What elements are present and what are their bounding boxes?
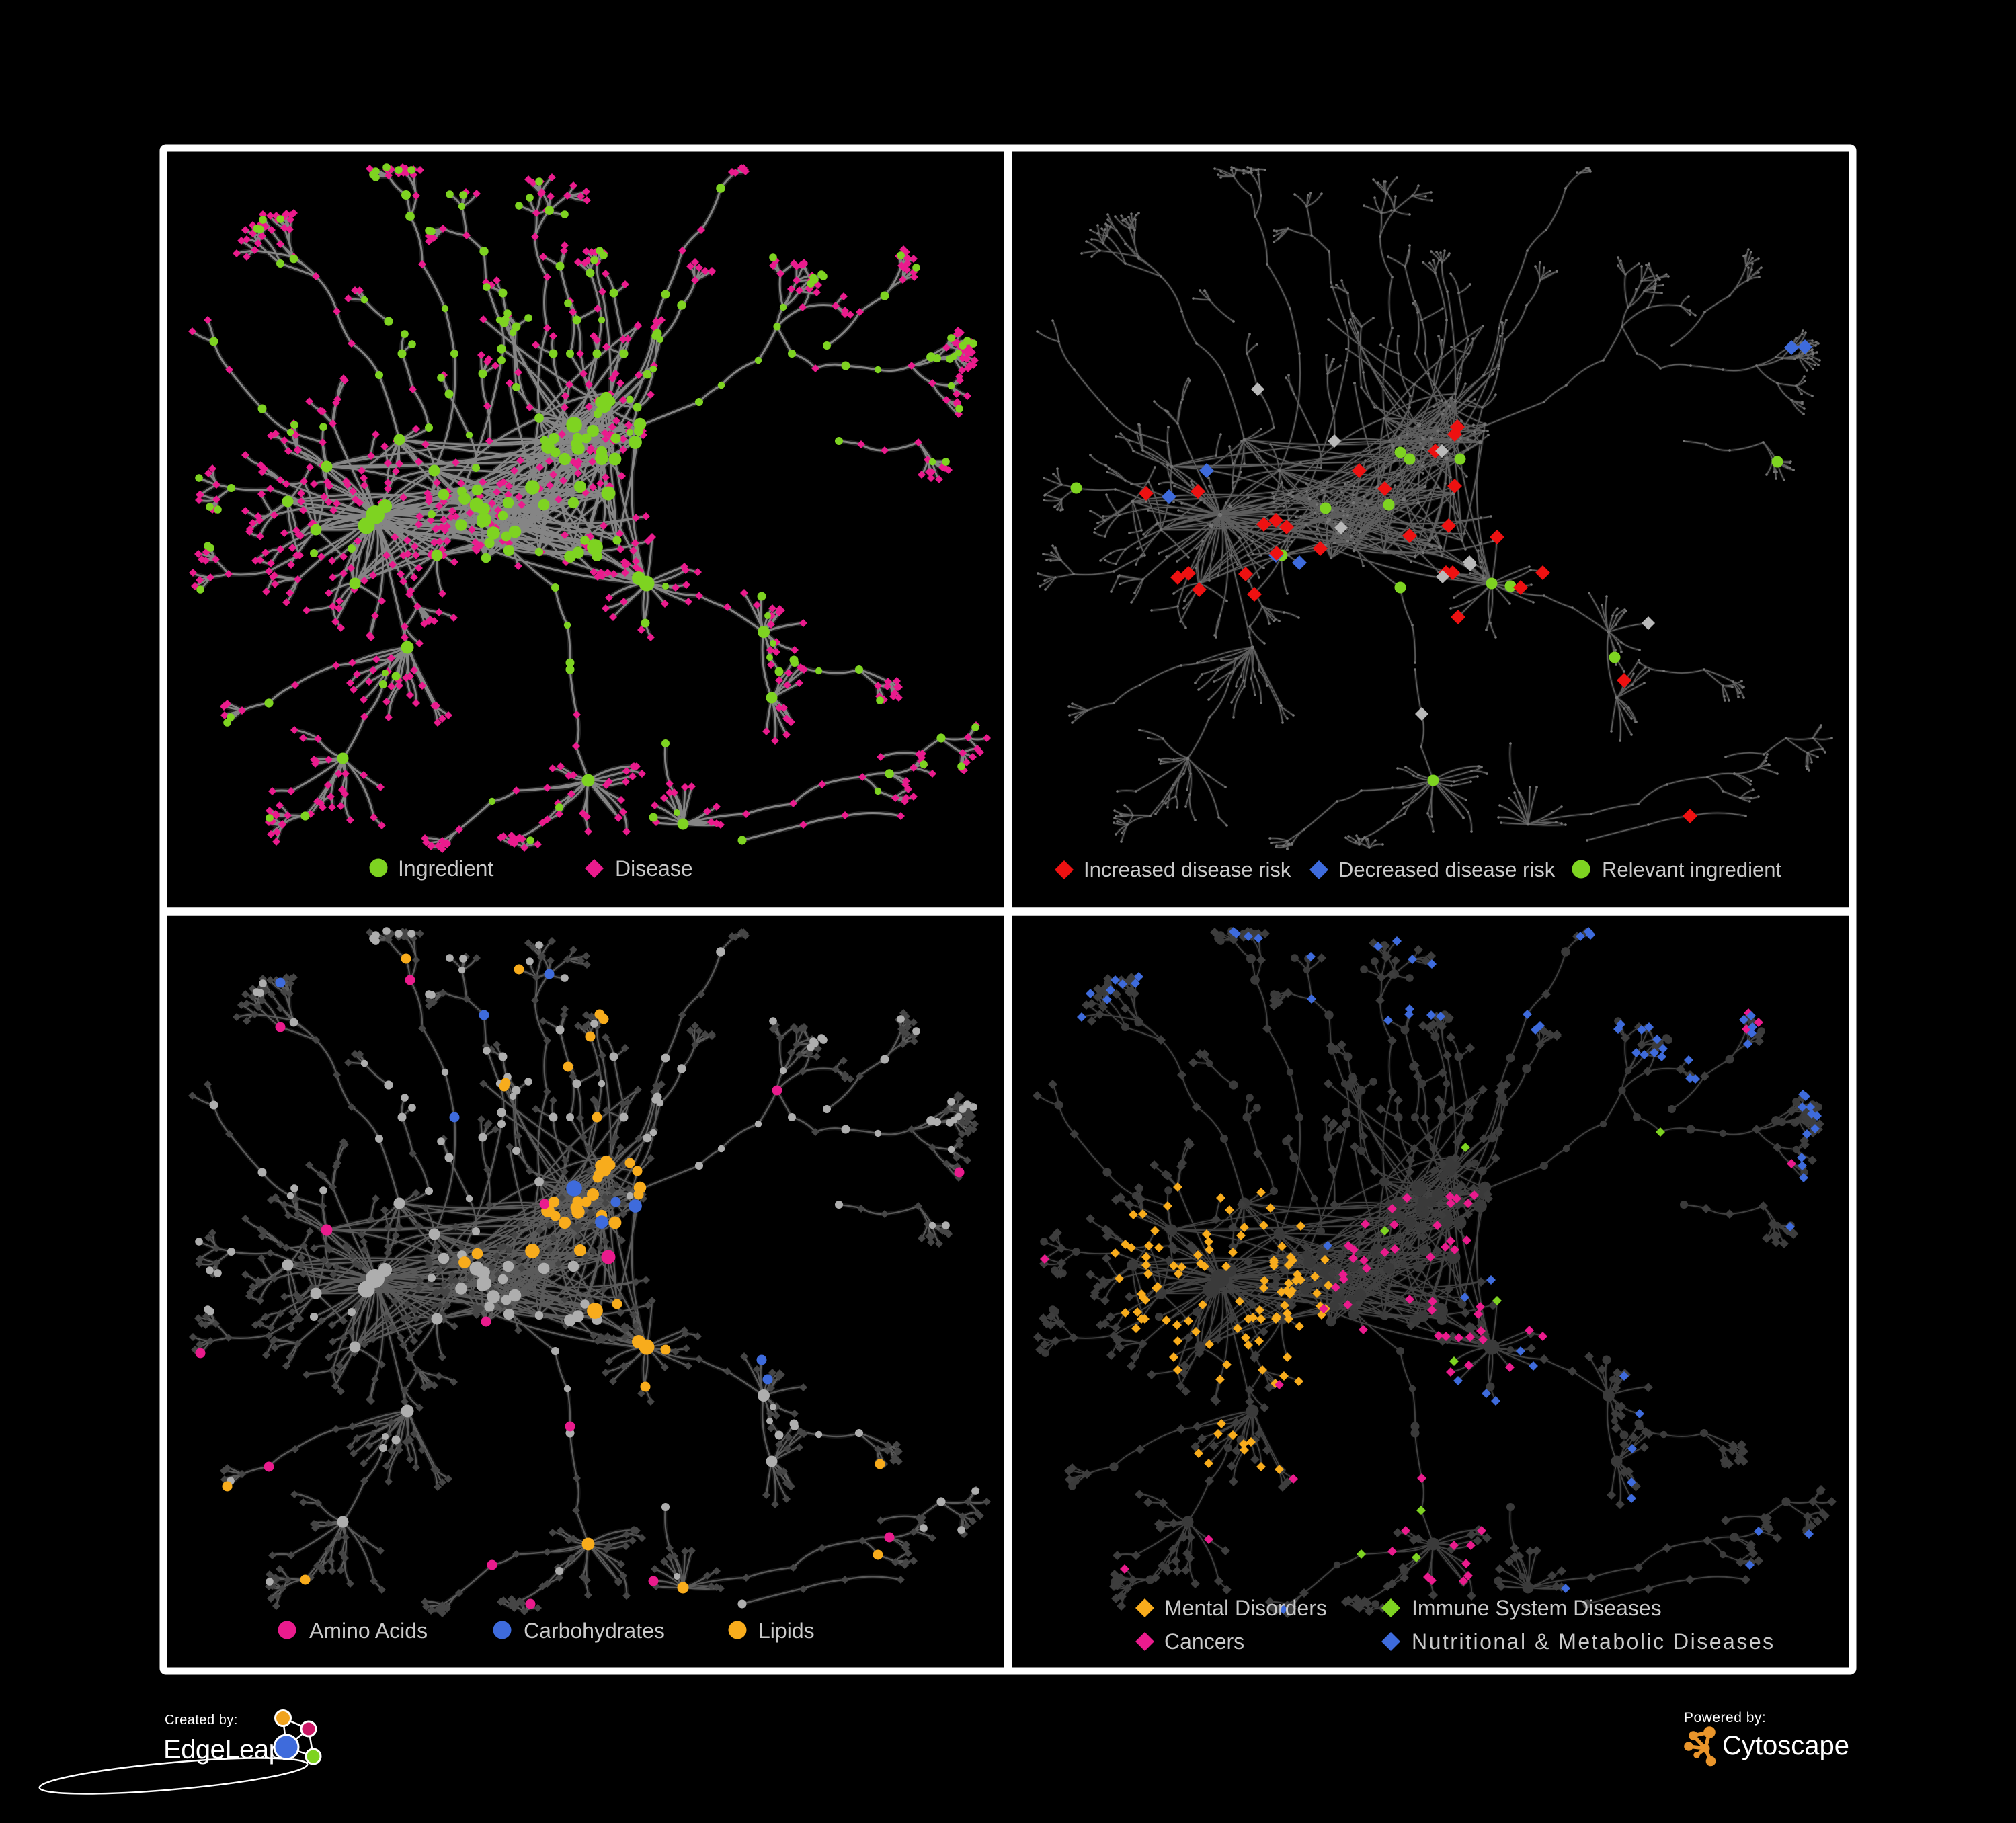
svg-text:Amino Acids: Amino Acids (309, 1619, 428, 1643)
svg-text:Relevant ingredient: Relevant ingredient (1602, 858, 1782, 881)
svg-text:Decreased disease risk: Decreased disease risk (1338, 858, 1556, 881)
svg-text:Ingredient: Ingredient (398, 856, 493, 881)
svg-text:Lipids: Lipids (758, 1619, 815, 1643)
svg-text:Immune System Diseases: Immune System Diseases (1412, 1596, 1662, 1620)
svg-text:Cancers: Cancers (1164, 1629, 1244, 1654)
svg-text:Cytoscape: Cytoscape (1722, 1731, 1849, 1760)
svg-text:EdgeLeap: EdgeLeap (163, 1735, 283, 1765)
svg-text:Disease: Disease (615, 856, 693, 881)
svg-text:Increased disease risk: Increased disease risk (1084, 858, 1291, 881)
svg-text:Created by:: Created by: (165, 1713, 238, 1728)
svg-text:Nutritional & Metabolic Diseas: Nutritional & Metabolic Diseases (1412, 1629, 1775, 1654)
svg-text:Carbohydrates: Carbohydrates (524, 1619, 665, 1643)
svg-text:Mental Disorders: Mental Disorders (1164, 1596, 1327, 1620)
svg-text:Powered by:: Powered by: (1684, 1710, 1766, 1726)
